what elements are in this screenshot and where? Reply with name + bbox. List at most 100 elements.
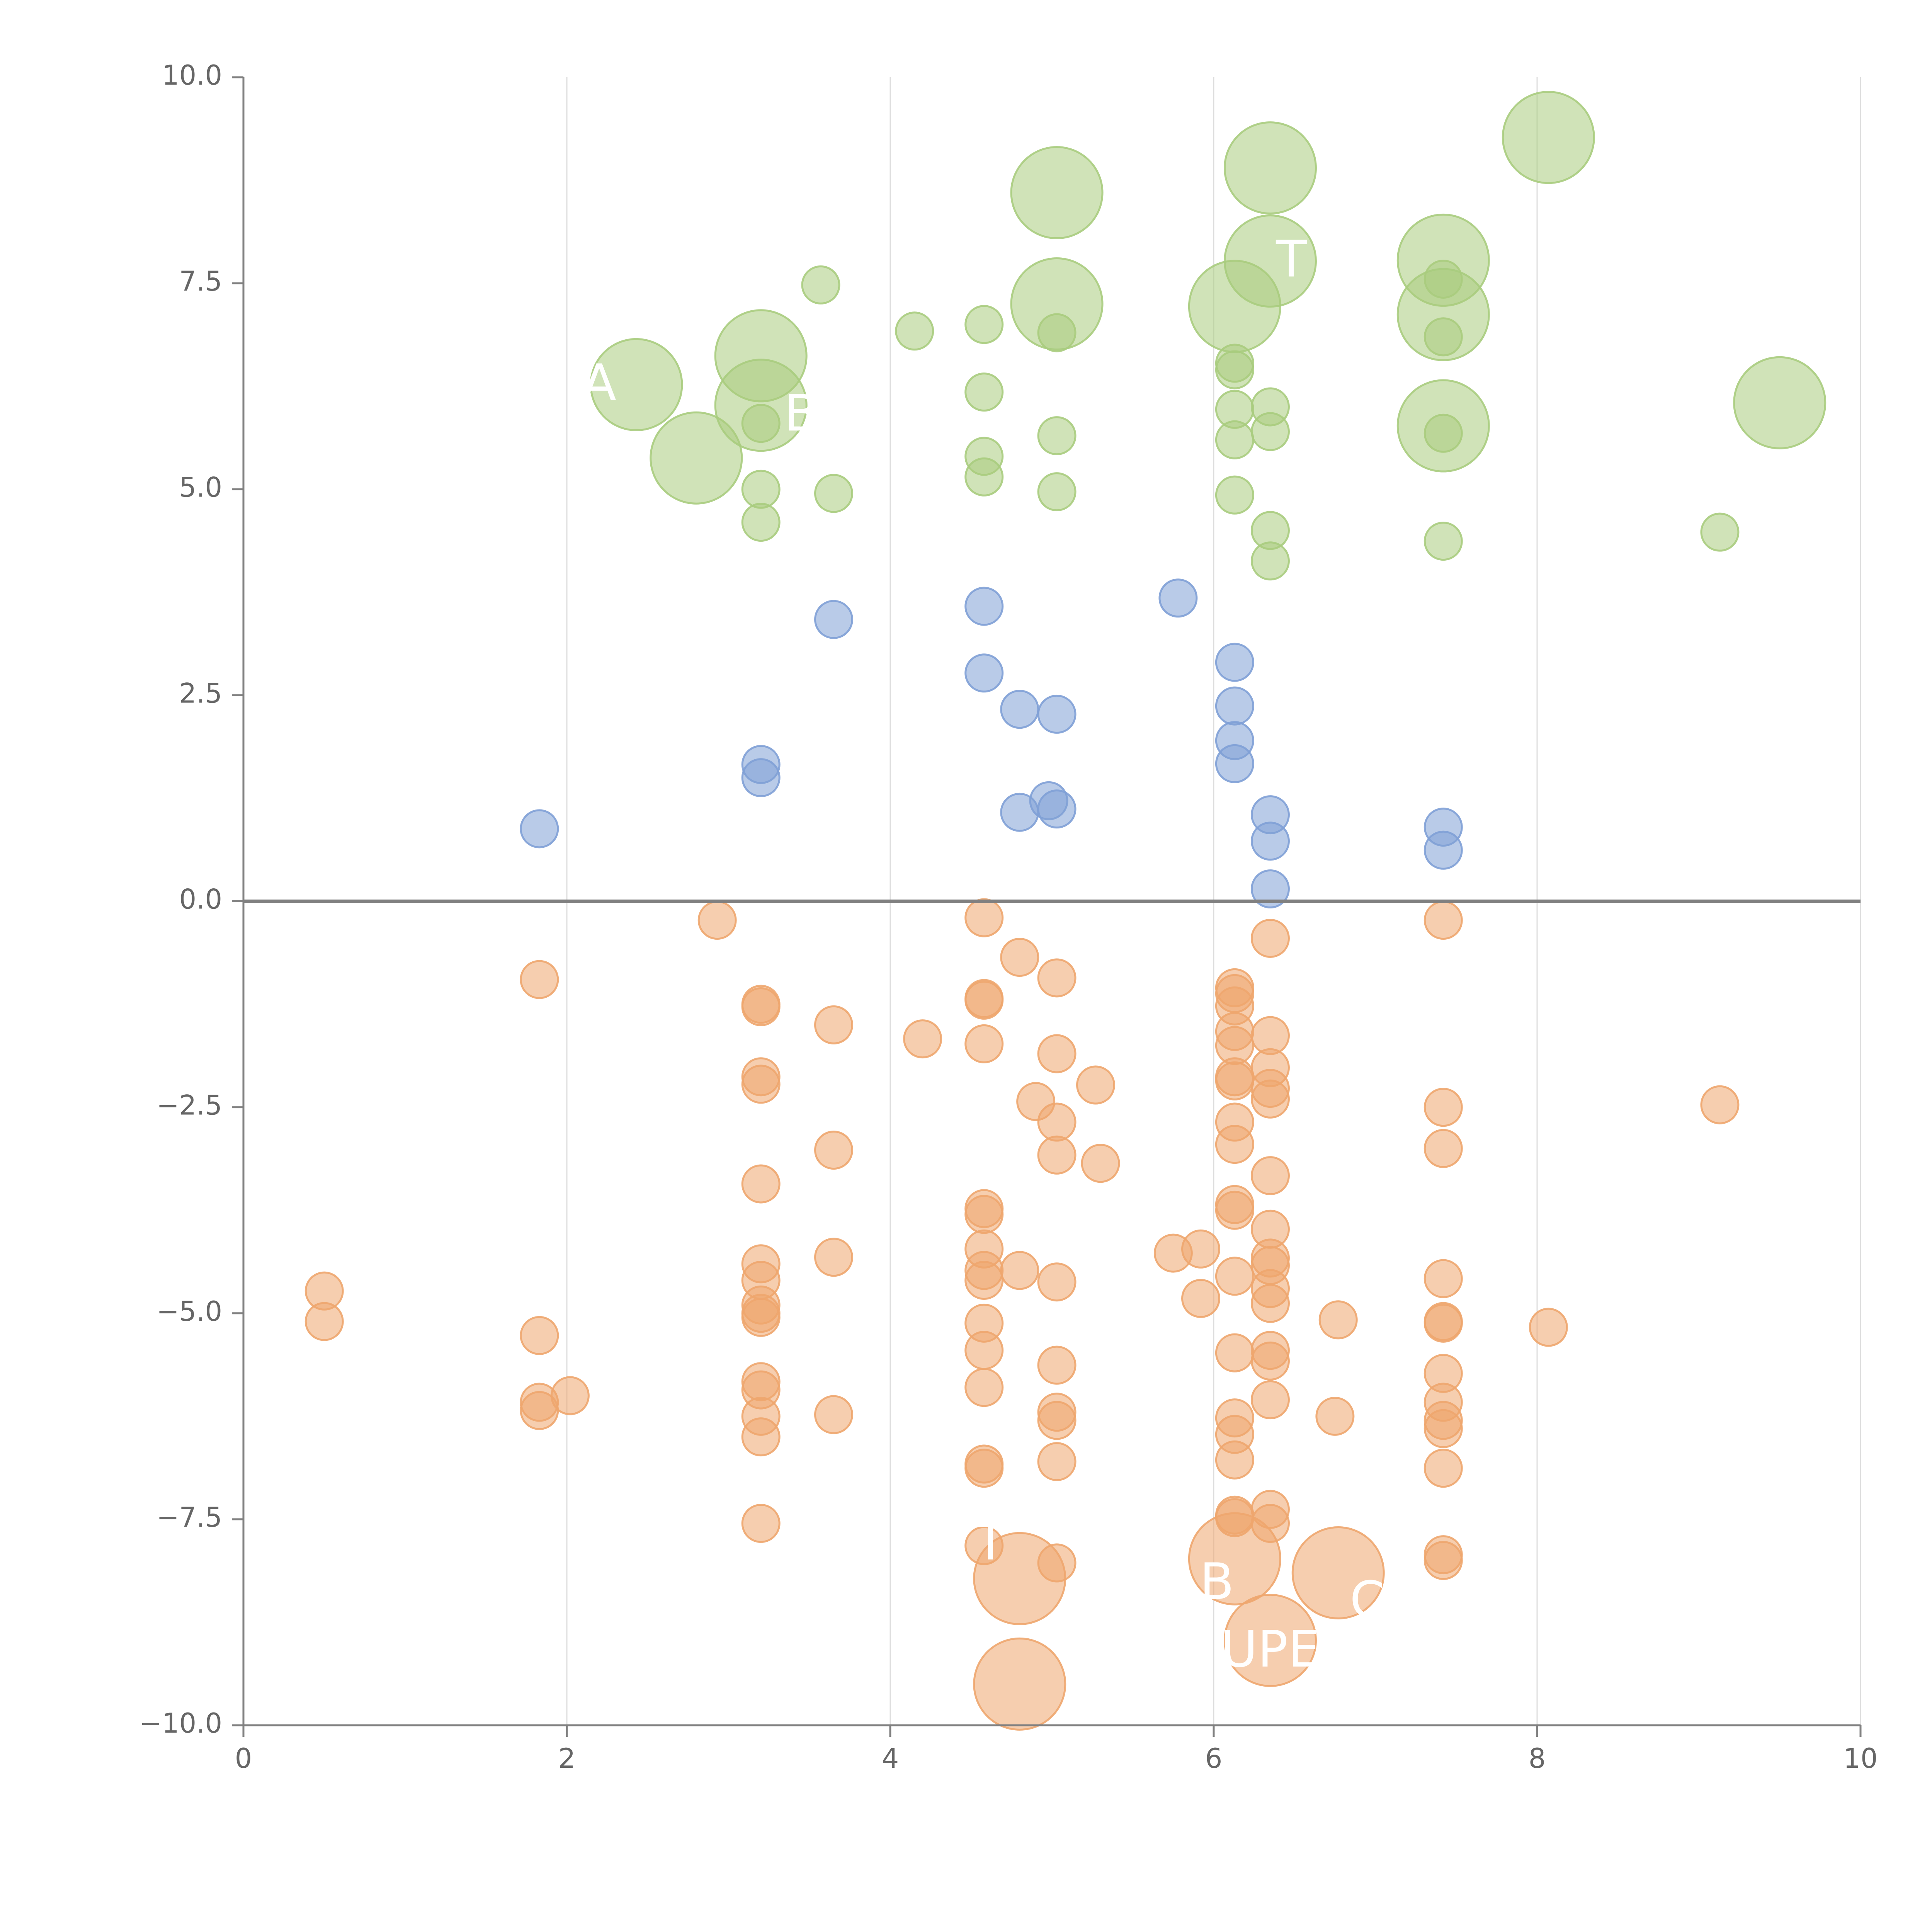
- data-point: [1037, 1135, 1077, 1175]
- bubble-label: UPE: [1221, 1620, 1320, 1679]
- data-point: [1223, 214, 1317, 308]
- data-point: [964, 1195, 1004, 1234]
- bubble-label: B: [784, 384, 818, 442]
- data-point: [1215, 1061, 1254, 1100]
- data-point: [741, 758, 781, 798]
- x-tick-label: 0: [235, 1743, 252, 1774]
- data-point: [697, 901, 737, 940]
- data-point: [1700, 1085, 1740, 1124]
- data-point: [1010, 257, 1104, 350]
- data-point: [1215, 1333, 1254, 1372]
- data-point: [1423, 1449, 1463, 1488]
- bubble-label: C: [1350, 1570, 1385, 1629]
- data-point: [964, 653, 1004, 693]
- data-point: [1250, 1341, 1290, 1381]
- series-blue: [520, 578, 1463, 909]
- x-tick-label: 8: [1529, 1743, 1546, 1774]
- data-point: [973, 1532, 1066, 1625]
- data-point: [1250, 412, 1290, 451]
- data-point: [1215, 350, 1254, 389]
- data-point: [964, 1331, 1004, 1370]
- data-point: [741, 1065, 781, 1104]
- data-point: [1000, 938, 1039, 977]
- data-point: [741, 469, 781, 509]
- data-point: [814, 1005, 854, 1044]
- data-point: [964, 457, 1004, 497]
- data-point: [1396, 379, 1490, 473]
- y-tick-label: 7.5: [179, 265, 222, 297]
- bubble-label: A: [582, 353, 616, 412]
- data-point: [1318, 1300, 1358, 1340]
- data-point: [1188, 1512, 1281, 1605]
- data-point: [1037, 1034, 1077, 1073]
- data-point: [1037, 694, 1077, 734]
- data-point: [590, 338, 683, 431]
- data-point: [1423, 901, 1463, 940]
- data-point: [1423, 1303, 1463, 1343]
- data-point: [520, 1316, 559, 1355]
- data-point: [964, 305, 1004, 344]
- data-point: [1037, 416, 1077, 456]
- data-point: [1423, 1409, 1463, 1448]
- data-point: [801, 265, 840, 304]
- data-point: [1158, 578, 1198, 618]
- axes: 0 2 4 6 8 10 −10.0 −7.5 −5.0 −2.5 0.0 2.5 5.0 7.5 10.0: [139, 60, 1878, 1774]
- data-point: [741, 503, 781, 542]
- y-tick-label: −10.0: [139, 1708, 222, 1739]
- y-tick-label: 5.0: [179, 471, 222, 503]
- data-point: [964, 372, 1004, 412]
- data-point: [1250, 1156, 1290, 1196]
- data-point: [814, 1238, 854, 1277]
- data-point: [1215, 744, 1254, 783]
- data-point: [1181, 1279, 1221, 1318]
- data-point: [1315, 1396, 1355, 1436]
- data-point: [964, 1260, 1004, 1300]
- data-point: [520, 809, 559, 849]
- data-point: [1423, 522, 1463, 561]
- series-orange: [304, 898, 1740, 1731]
- data-point: [741, 1164, 781, 1204]
- data-point: [1037, 958, 1077, 998]
- data-point: [1000, 690, 1039, 729]
- data-point: [1423, 1541, 1463, 1580]
- x-tick-label: 4: [882, 1743, 899, 1774]
- data-point: [1700, 512, 1740, 552]
- data-point: [1250, 541, 1290, 581]
- data-point: [1215, 475, 1254, 515]
- bubble-label: B: [1200, 1552, 1234, 1611]
- data-point: [895, 311, 934, 351]
- y-tick-label: 2.5: [179, 677, 222, 709]
- data-point: [650, 411, 743, 505]
- data-point: [1181, 1229, 1221, 1269]
- data-point: [964, 1368, 1004, 1407]
- data-point: [1250, 1079, 1290, 1119]
- data-point: [1215, 1257, 1254, 1296]
- data-point: [964, 979, 1004, 1018]
- data-point: [1215, 420, 1254, 459]
- data-point: [1529, 1308, 1568, 1347]
- data-point: [1000, 1251, 1039, 1290]
- data-point: [964, 587, 1004, 626]
- data-point: [1250, 869, 1290, 909]
- y-tick-label: 0.0: [179, 884, 222, 915]
- data-point: [1037, 1345, 1077, 1385]
- data-point: [1037, 1442, 1077, 1481]
- data-point: [1223, 121, 1317, 215]
- data-point: [1423, 1129, 1463, 1168]
- data-point: [741, 985, 781, 1024]
- data-point: [1081, 1144, 1120, 1183]
- y-tick-label: −7.5: [156, 1502, 222, 1533]
- data-point: [714, 359, 808, 452]
- data-point: [1250, 1380, 1290, 1420]
- data-point: [1010, 146, 1104, 240]
- data-point: [814, 600, 854, 639]
- data-point: [1037, 1262, 1077, 1302]
- data-point: [741, 1504, 781, 1543]
- y-tick-label: −5.0: [156, 1296, 222, 1327]
- data-point: [1215, 1440, 1254, 1480]
- data-point: [814, 474, 854, 513]
- data-point: [1076, 1065, 1115, 1105]
- data-point: [1250, 821, 1290, 861]
- data-point: [741, 1417, 781, 1457]
